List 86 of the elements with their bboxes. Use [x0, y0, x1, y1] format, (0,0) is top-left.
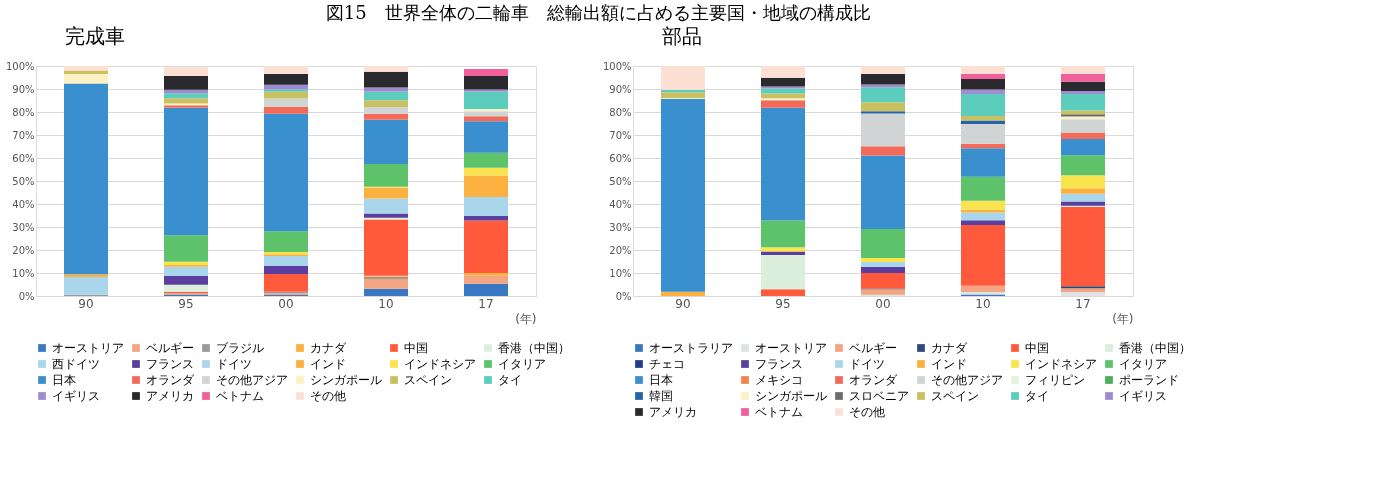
x-tick-label: 00: [278, 296, 294, 311]
y-tick-label: 0%: [615, 290, 632, 302]
x-tick-label: 95: [178, 296, 194, 311]
y-tick-label: 20%: [609, 244, 632, 256]
legend-label: アメリカ: [146, 389, 194, 403]
legend-label: タイ: [1025, 389, 1049, 403]
legend-label: チェコ: [649, 357, 685, 371]
legend-label: オーストリア: [755, 341, 827, 355]
legend-label: 中国: [1025, 341, 1049, 355]
legend-label: オランダ: [146, 373, 195, 387]
y-tick-label: 10%: [609, 267, 632, 279]
legend-label: ベトナム: [216, 389, 264, 403]
y-tick-label: 80%: [12, 106, 35, 118]
legend-label: その他アジア: [931, 373, 1003, 387]
legend-label: フランス: [755, 357, 803, 371]
legend-label: ベルギー: [849, 341, 897, 355]
legend-label: インドネシア: [404, 357, 476, 371]
y-tick-label: 90%: [12, 83, 35, 95]
legend-label: スペイン: [931, 389, 979, 403]
legend-label: シンガポール: [310, 373, 382, 387]
y-tick-label: 100%: [602, 60, 632, 72]
y-tick-label: 50%: [609, 175, 632, 187]
legend-label: カナダ: [310, 341, 347, 355]
legend-label: イタリア: [498, 357, 546, 371]
legend-label: 韓国: [649, 389, 673, 403]
y-tick-label: 90%: [609, 83, 632, 95]
x-tick-label: 90: [675, 296, 691, 311]
y-tick-label: 60%: [609, 152, 632, 164]
legend-label: タイ: [498, 373, 522, 387]
legend-label: 日本: [52, 373, 76, 387]
x-axis-title: (年): [515, 311, 537, 326]
x-tick-label: 10: [378, 296, 394, 311]
legend-label: 中国: [404, 341, 428, 355]
y-tick-label: 30%: [12, 221, 35, 233]
y-tick-label: 10%: [12, 267, 35, 279]
legend-label: その他アジア: [216, 373, 288, 387]
legend-label: インド: [310, 357, 346, 371]
legend-label: オーストラリア: [649, 341, 733, 355]
legend-label: カナダ: [931, 341, 968, 355]
legend-label: スペイン: [404, 373, 452, 387]
x-tick-label: 90: [78, 296, 94, 311]
legend-label: イギリス: [1119, 389, 1167, 403]
legend-label: メキシコ: [755, 373, 803, 387]
y-tick-label: 70%: [12, 129, 35, 141]
legend-label: 西ドイツ: [52, 357, 100, 371]
legend-label: インドネシア: [1025, 357, 1097, 371]
legend-label: ドイツ: [849, 357, 885, 371]
legend-label: 香港（中国）: [498, 341, 570, 355]
y-tick-label: 60%: [12, 152, 35, 164]
legend-label: 香港（中国）: [1119, 341, 1191, 355]
legend-label: その他: [310, 389, 346, 403]
legend-label: フィリピン: [1025, 373, 1085, 387]
legend-label: ドイツ: [216, 357, 252, 371]
y-tick-label: 0%: [18, 290, 35, 302]
y-tick-label: 80%: [609, 106, 632, 118]
legend-label: 日本: [649, 373, 673, 387]
legend-label: ポーランド: [1119, 373, 1179, 387]
legend-label: スロベニア: [849, 389, 909, 403]
x-tick-label: 00: [875, 296, 891, 311]
x-axis-title: (年): [1112, 311, 1134, 326]
legend-label: イタリア: [1119, 357, 1167, 371]
y-tick-label: 100%: [5, 60, 35, 72]
x-tick-label: 17: [1075, 296, 1091, 311]
y-tick-label: 20%: [12, 244, 35, 256]
legend-label: フランス: [146, 357, 194, 371]
y-tick-label: 40%: [12, 198, 35, 210]
legend-label: オランダ: [849, 373, 898, 387]
x-tick-label: 10: [975, 296, 991, 311]
x-tick-label: 17: [478, 296, 494, 311]
text: 図15 世界全体の二輪車 総輸出額に占める主要国・地域の構成比: [325, 1, 871, 23]
legend-label: ブラジル: [216, 341, 264, 355]
legend-label: ベトナム: [755, 405, 803, 419]
chart-subtitle: 部品: [662, 24, 703, 48]
legend-label: アメリカ: [649, 405, 697, 419]
legend-label: オーストリア: [52, 341, 124, 355]
legend-label: ベルギー: [146, 341, 194, 355]
chart-subtitle: 完成車: [65, 24, 126, 48]
legend-label: イギリス: [52, 389, 100, 403]
legend-label: インド: [931, 357, 967, 371]
legend-label: その他: [849, 405, 885, 419]
x-tick-label: 95: [775, 296, 791, 311]
y-tick-label: 40%: [609, 198, 632, 210]
legend-label: シンガポール: [755, 389, 827, 403]
y-tick-label: 30%: [609, 221, 632, 233]
y-tick-label: 70%: [609, 129, 632, 141]
y-tick-label: 50%: [12, 175, 35, 187]
